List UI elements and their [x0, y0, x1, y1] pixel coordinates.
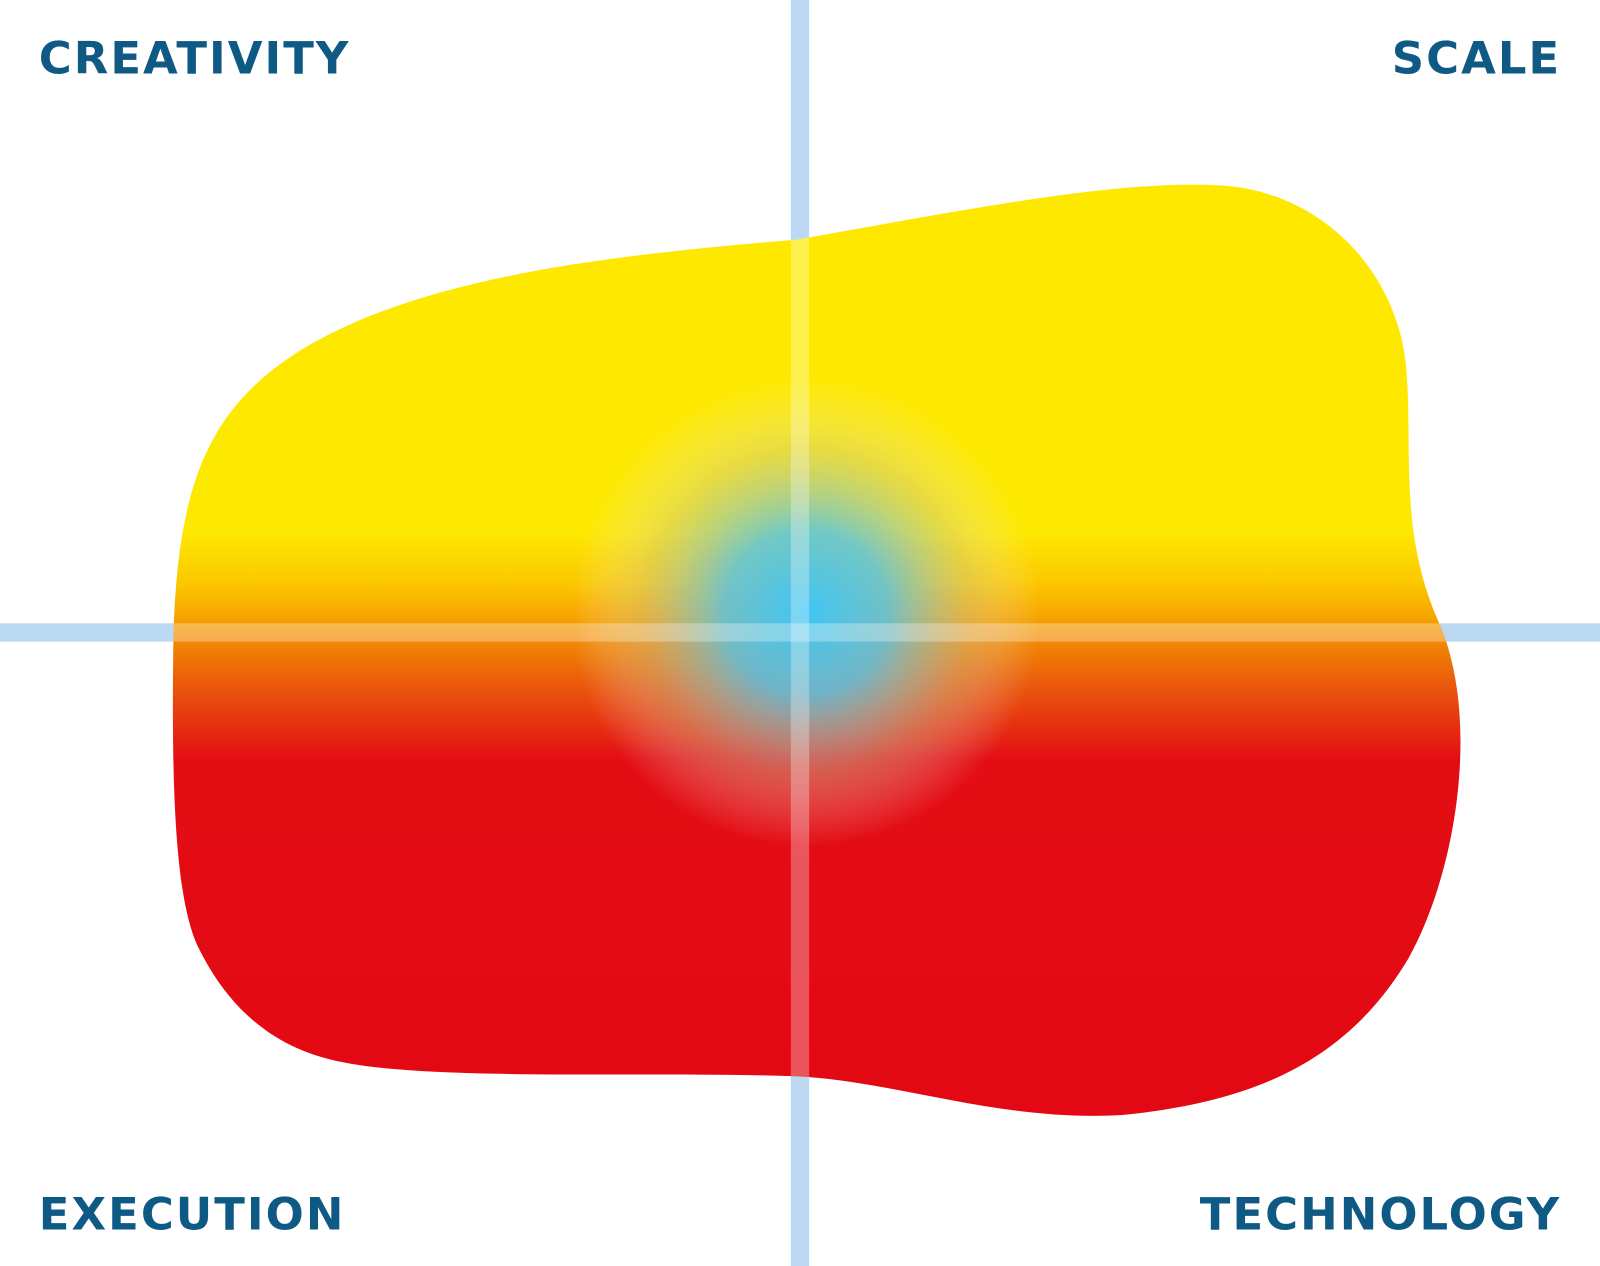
vertical-axis-overlay [790, 184, 810, 1116]
quadrant-label: TECHNOLOGY [1200, 1187, 1561, 1240]
quadrant-label: SCALE [1392, 31, 1561, 84]
quadrant-label: EXECUTION [39, 1187, 346, 1240]
quadrant-label: CREATIVITY [39, 31, 351, 84]
horizontal-axis-overlay [172, 623, 1461, 642]
